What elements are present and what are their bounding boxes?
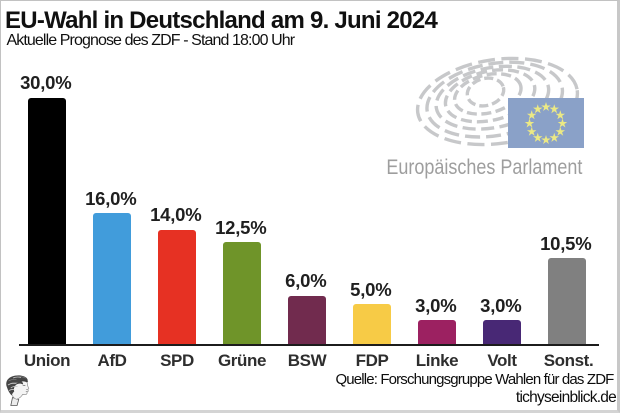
svg-text:Europäisches Parlament: Europäisches Parlament — [386, 156, 582, 179]
